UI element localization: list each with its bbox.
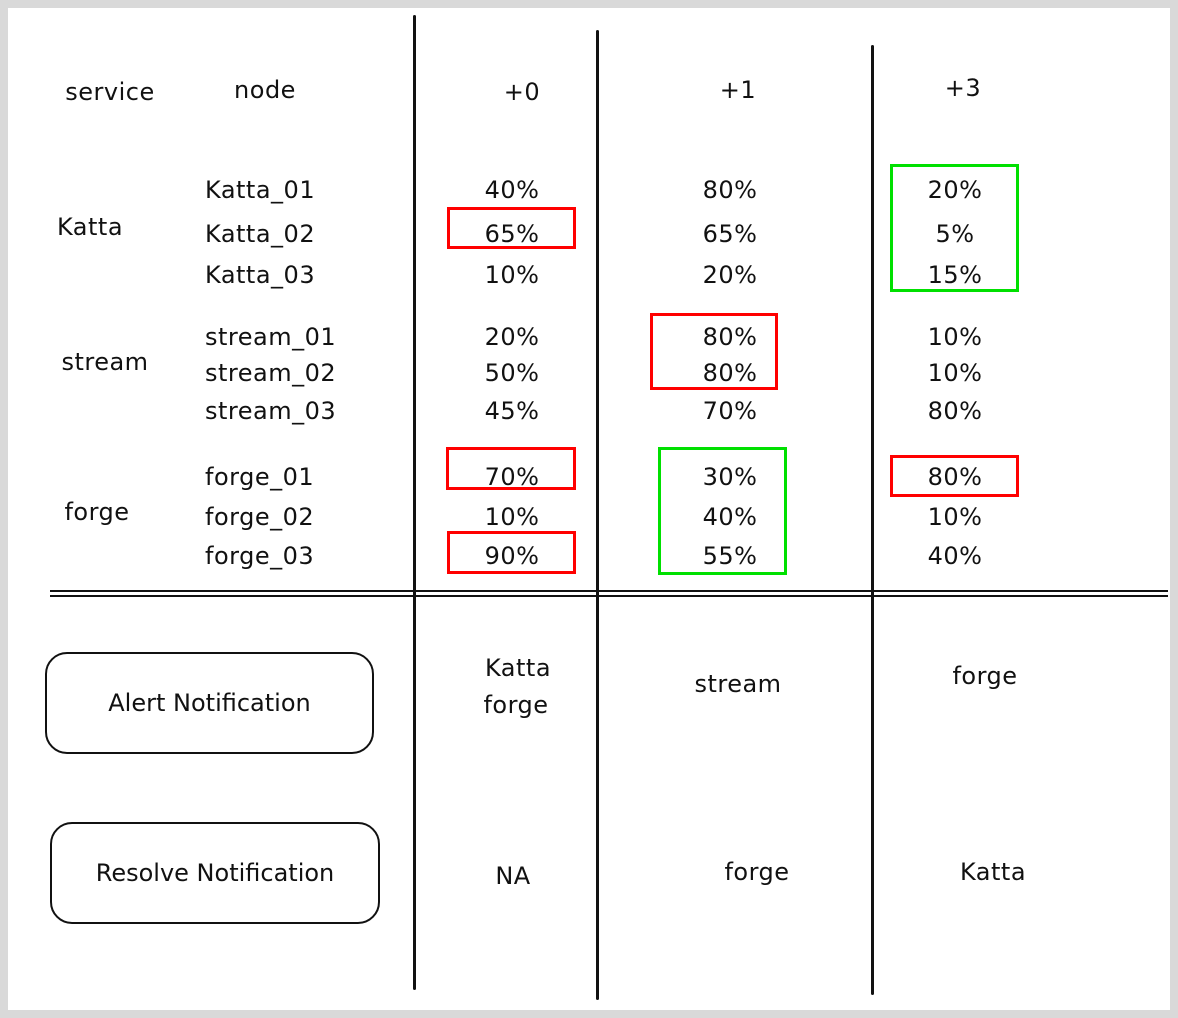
usage-value: 10% bbox=[927, 323, 983, 351]
alert-result: forge bbox=[952, 662, 1018, 690]
resolve-result: Katta bbox=[959, 858, 1027, 886]
usage-value: 20% bbox=[927, 176, 983, 204]
resolve-notification-label: Resolve Notification bbox=[95, 859, 335, 887]
usage-value: 5% bbox=[935, 220, 975, 248]
alert-highlight-box bbox=[446, 447, 576, 490]
usage-value: 10% bbox=[484, 261, 540, 289]
usage-value: 55% bbox=[702, 542, 758, 570]
alert-highlight-box bbox=[447, 207, 576, 249]
usage-value: 80% bbox=[702, 323, 758, 351]
alert-notification-button[interactable]: Alert Notification bbox=[45, 652, 374, 754]
node-label: stream_03 bbox=[205, 397, 337, 425]
node-label: forge_02 bbox=[205, 503, 315, 531]
alert-result: forge bbox=[483, 691, 549, 719]
usage-value: 40% bbox=[702, 503, 758, 531]
usage-value: 70% bbox=[484, 463, 540, 491]
resolve-highlight-box bbox=[890, 164, 1019, 292]
node-label: Katta_02 bbox=[205, 220, 316, 248]
column-divider bbox=[871, 45, 874, 995]
node-label: stream_02 bbox=[205, 359, 337, 387]
node-label: Katta_01 bbox=[205, 176, 316, 204]
alert-highlight-box bbox=[890, 455, 1019, 497]
usage-value: 15% bbox=[927, 261, 983, 289]
alert-result: stream bbox=[694, 670, 782, 698]
node-label: forge_01 bbox=[205, 463, 315, 491]
header-offset-1: +1 bbox=[719, 76, 757, 104]
header-node: node bbox=[234, 76, 296, 104]
usage-value: 80% bbox=[927, 463, 983, 491]
usage-value: 80% bbox=[702, 176, 758, 204]
usage-value: 45% bbox=[484, 397, 540, 425]
resolve-result: NA bbox=[495, 862, 531, 890]
column-divider bbox=[596, 30, 599, 1000]
usage-value: 20% bbox=[484, 323, 540, 351]
usage-value: 80% bbox=[702, 359, 758, 387]
resolve-highlight-box bbox=[658, 447, 787, 575]
alert-result: Katta bbox=[484, 654, 552, 682]
usage-value: 90% bbox=[484, 542, 540, 570]
resolve-result: forge bbox=[724, 858, 790, 886]
resolve-notification-button[interactable]: Resolve Notification bbox=[50, 822, 380, 924]
alert-notification-label: Alert Notification bbox=[108, 689, 311, 717]
usage-value: 30% bbox=[702, 463, 758, 491]
usage-value: 50% bbox=[484, 359, 540, 387]
service-label: Katta bbox=[56, 213, 124, 241]
node-label: stream_01 bbox=[205, 323, 337, 351]
usage-value: 40% bbox=[484, 176, 540, 204]
usage-value: 10% bbox=[484, 503, 540, 531]
usage-value: 10% bbox=[927, 503, 983, 531]
usage-value: 80% bbox=[927, 397, 983, 425]
usage-value: 20% bbox=[702, 261, 758, 289]
alert-highlight-box bbox=[447, 531, 576, 574]
node-label: Katta_03 bbox=[205, 261, 316, 289]
usage-value: 70% bbox=[702, 397, 758, 425]
header-offset-0: +0 bbox=[503, 78, 541, 106]
usage-value: 40% bbox=[927, 542, 983, 570]
section-divider bbox=[50, 595, 1168, 597]
usage-value: 65% bbox=[484, 220, 540, 248]
service-label: stream bbox=[61, 348, 149, 376]
column-divider bbox=[413, 15, 416, 990]
section-divider bbox=[50, 590, 1168, 592]
service-label: forge bbox=[64, 498, 130, 526]
header-offset-3: +3 bbox=[944, 74, 982, 102]
node-label: forge_03 bbox=[205, 542, 315, 570]
usage-value: 10% bbox=[927, 359, 983, 387]
usage-value: 65% bbox=[702, 220, 758, 248]
header-service: service bbox=[65, 78, 155, 106]
alert-highlight-box bbox=[650, 313, 778, 390]
